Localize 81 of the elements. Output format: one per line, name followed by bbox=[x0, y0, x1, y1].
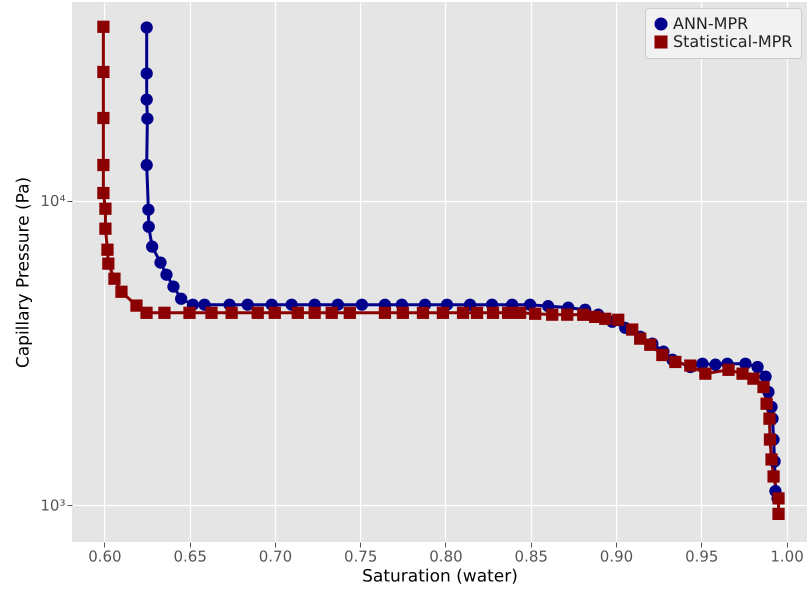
x-tick-label: 0.90 bbox=[600, 548, 634, 566]
point bbox=[416, 306, 430, 319]
point bbox=[146, 240, 158, 253]
point bbox=[764, 433, 776, 446]
point bbox=[760, 398, 773, 410]
point bbox=[326, 306, 338, 319]
x-tick-label: 1.00 bbox=[770, 548, 804, 566]
point bbox=[167, 280, 180, 293]
point bbox=[772, 508, 785, 520]
point bbox=[546, 308, 558, 321]
point bbox=[456, 306, 470, 319]
point bbox=[158, 306, 171, 319]
point bbox=[765, 453, 778, 466]
point bbox=[140, 67, 153, 80]
point bbox=[767, 470, 780, 483]
x-tick-label: 0.70 bbox=[258, 548, 292, 566]
point bbox=[183, 306, 196, 319]
y-axis-title: Capillary Pressure (Pa) bbox=[13, 176, 34, 368]
point bbox=[97, 20, 110, 33]
point bbox=[154, 256, 167, 269]
point bbox=[514, 306, 526, 319]
x-tick-label: 0.80 bbox=[429, 548, 463, 566]
point bbox=[722, 364, 735, 376]
point bbox=[751, 360, 764, 374]
point bbox=[97, 112, 110, 124]
point bbox=[140, 93, 153, 106]
point bbox=[115, 286, 128, 298]
point bbox=[140, 158, 153, 172]
point bbox=[308, 306, 321, 319]
point bbox=[344, 306, 356, 319]
point bbox=[205, 306, 218, 319]
point bbox=[97, 158, 110, 172]
point bbox=[101, 244, 114, 256]
point bbox=[736, 368, 749, 380]
legend-label: ANN-MPR bbox=[673, 14, 748, 33]
point bbox=[612, 314, 624, 326]
point bbox=[669, 356, 682, 368]
x-tick-label: 0.60 bbox=[88, 548, 122, 566]
point bbox=[292, 306, 304, 319]
y-tick-label: 10⁴ bbox=[40, 192, 66, 210]
point bbox=[656, 348, 669, 362]
point bbox=[160, 268, 173, 281]
point bbox=[757, 380, 770, 394]
point bbox=[175, 292, 188, 305]
x-tick-label: 0.85 bbox=[514, 548, 548, 566]
point bbox=[378, 306, 392, 319]
point bbox=[97, 186, 110, 200]
point bbox=[225, 306, 238, 319]
point bbox=[529, 308, 542, 320]
point bbox=[99, 222, 112, 235]
point bbox=[699, 368, 712, 380]
point bbox=[599, 312, 612, 325]
point bbox=[470, 306, 484, 319]
point bbox=[140, 21, 153, 34]
point bbox=[142, 220, 155, 233]
point bbox=[99, 202, 112, 215]
x-tick-label: 0.65 bbox=[173, 548, 207, 566]
x-axis-title: Saturation (water) bbox=[362, 566, 518, 586]
point bbox=[747, 372, 760, 385]
point bbox=[142, 204, 155, 216]
point bbox=[486, 306, 500, 319]
point bbox=[502, 306, 514, 319]
point bbox=[561, 308, 574, 321]
x-tick-label: 0.75 bbox=[344, 548, 378, 566]
point bbox=[709, 358, 722, 371]
legend-label: Statistical-MPR bbox=[673, 32, 792, 51]
point bbox=[356, 298, 368, 311]
point bbox=[436, 306, 450, 319]
point bbox=[763, 412, 776, 425]
point bbox=[108, 272, 121, 285]
point bbox=[102, 258, 114, 270]
point bbox=[97, 66, 110, 78]
point bbox=[252, 306, 264, 319]
point bbox=[577, 308, 590, 321]
point bbox=[242, 298, 254, 311]
point bbox=[268, 306, 281, 319]
x-tick-label: 0.95 bbox=[685, 548, 718, 566]
y-tick-label: 10³ bbox=[40, 496, 66, 514]
point bbox=[396, 306, 409, 319]
point bbox=[141, 112, 154, 125]
point bbox=[140, 306, 153, 319]
